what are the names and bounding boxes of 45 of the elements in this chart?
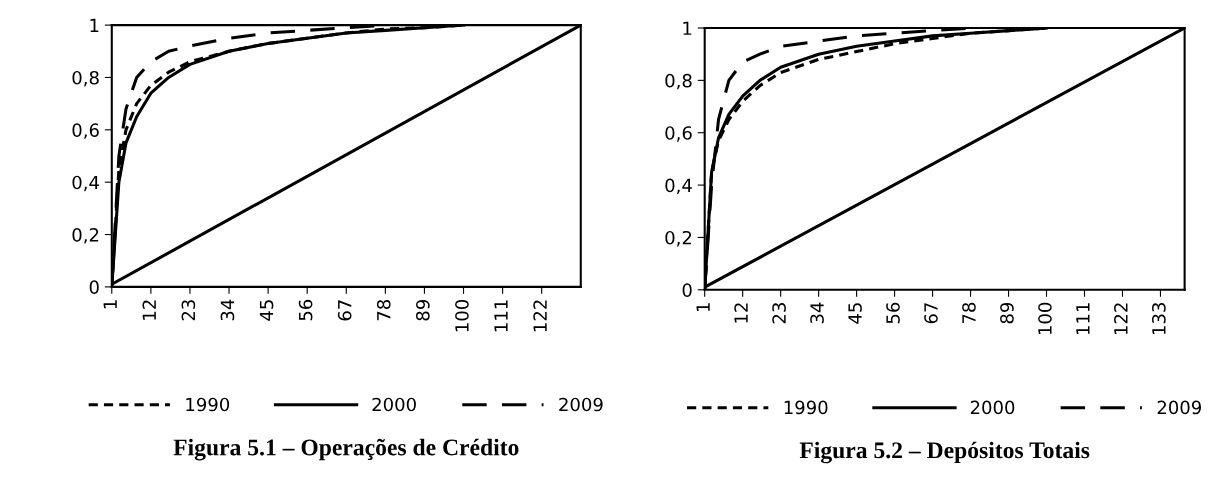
legend-label: 2000 xyxy=(970,400,1015,415)
y-tick-label: 0,4 xyxy=(665,178,692,195)
x-tick-label: 34 xyxy=(810,302,824,324)
x-tick-label: 111 xyxy=(1076,303,1090,335)
y-tick-label: 0,8 xyxy=(72,70,99,87)
y-tick-label: 1 xyxy=(90,18,99,32)
legend-label: 1990 xyxy=(186,397,230,412)
x-tick-label: 34 xyxy=(220,299,235,321)
legend-label: 2000 xyxy=(372,397,416,412)
y-tick-label: 0,8 xyxy=(665,73,692,90)
x-tick-label: 56 xyxy=(886,302,900,324)
y-tick-label: 0,6 xyxy=(665,126,692,142)
x-tick-label: 67 xyxy=(337,300,352,321)
x-tick-label: 1 xyxy=(696,303,710,312)
x-tick-label: 89 xyxy=(416,299,430,321)
x-tick-label: 12 xyxy=(734,303,748,323)
x-tick-label: 122 xyxy=(1114,303,1128,335)
y-tick-label: 1 xyxy=(683,21,692,35)
x-tick-label: 100 xyxy=(455,299,469,332)
y-tick-label: 0 xyxy=(682,283,692,297)
y-tick-label: 0,2 xyxy=(665,230,692,247)
x-tick-label: 100 xyxy=(1038,302,1052,335)
x-tick-label: 67 xyxy=(924,303,938,324)
x-tick-label: 45 xyxy=(259,300,274,321)
legend-label: 1990 xyxy=(784,400,828,415)
y-tick-label: 0,2 xyxy=(72,228,99,244)
x-tick-label: 89 xyxy=(1000,302,1014,324)
x-tick-label: 12 xyxy=(142,300,156,320)
x-tick-label: 78 xyxy=(962,302,976,324)
x-tick-label: 45 xyxy=(848,303,862,324)
legend-label: 2009 xyxy=(559,397,603,412)
y-tick-label: 0,6 xyxy=(72,123,99,139)
x-tick-label: 78 xyxy=(376,299,391,321)
x-tick-label: 133 xyxy=(1152,303,1166,335)
text: Figura 5.2 – Depósitos Totais xyxy=(799,441,1090,464)
x-tick-label: 1 xyxy=(103,300,117,309)
y-tick-label: 0,4 xyxy=(72,175,99,192)
text: Figura 5.1 – Operações de Crédito xyxy=(173,438,519,461)
x-tick-label: 111 xyxy=(494,300,508,332)
y-tick-label: 0 xyxy=(89,280,99,295)
x-tick-label: 56 xyxy=(298,299,313,321)
x-tick-label: 23 xyxy=(181,300,196,321)
x-tick-label: 122 xyxy=(533,300,547,332)
legend-label: 2009 xyxy=(1157,400,1201,415)
x-tick-label: 23 xyxy=(772,303,786,324)
